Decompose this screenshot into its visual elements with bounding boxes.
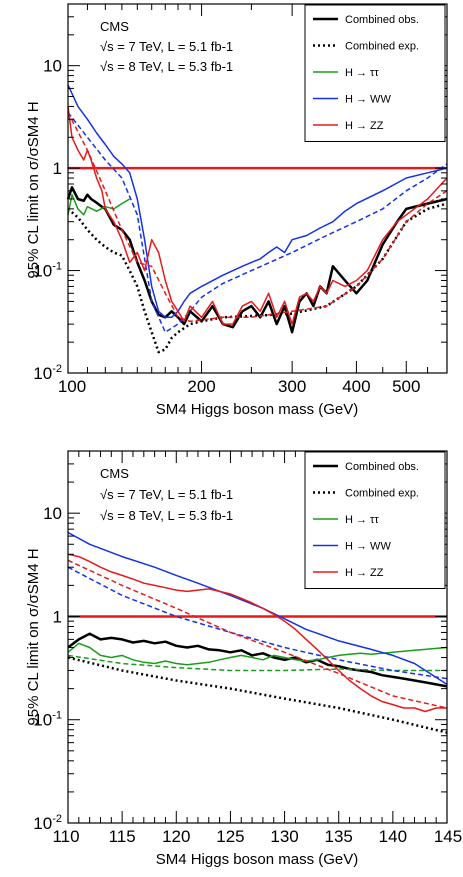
- x-tick-label: 400: [342, 377, 370, 396]
- plot-frame: [67, 450, 448, 824]
- legend-box: [304, 451, 446, 589]
- legend: Combined obs. Combined exp. H → ττ H → WW H …: [304, 4, 446, 142]
- series-line-1: [67, 202, 448, 354]
- series-group: [67, 531, 448, 734]
- series-line-1: [67, 656, 448, 734]
- y-tick-label: 1: [53, 159, 62, 178]
- lumi-line-7tev: √s = 7 TeV, L = 5.1 fb-1: [100, 487, 233, 502]
- series-line-2: [67, 193, 131, 216]
- series-line-5: [67, 106, 448, 325]
- plot-area: [66, 3, 448, 374]
- x-tick-label: 145: [434, 827, 462, 846]
- y-tick-label: 10: [43, 57, 62, 76]
- x-tick-labels: 100 200 300 400 500: [58, 377, 421, 396]
- series-line-0: [67, 632, 448, 688]
- series-line-3: [67, 654, 447, 672]
- series-line-6: [67, 553, 447, 713]
- x-tick-label: 120: [162, 827, 190, 846]
- y-axis-label: 95% CL limit on σ/σSM4 H: [25, 548, 42, 725]
- x-tick-label: 200: [187, 377, 215, 396]
- x-tick-label: 140: [379, 827, 407, 846]
- legend-label: H → ZZ: [345, 120, 384, 132]
- x-tick-label: 125: [216, 827, 244, 846]
- x-tick-label: 110: [52, 827, 79, 846]
- cms-label: CMS: [100, 19, 129, 34]
- legend-label: Combined exp.: [345, 488, 419, 500]
- cms-label: CMS: [100, 466, 129, 481]
- x-tick-labels: 110 115 120 125 130 135 140 145: [52, 827, 462, 846]
- lumi-line-8tev: √s = 8 TeV, L = 5.3 fb-1: [100, 508, 233, 523]
- x-tick-label: 100: [58, 377, 86, 396]
- legend-label: Combined obs.: [345, 14, 419, 26]
- y-tick-label: 10: [43, 504, 62, 523]
- series-group: [66, 84, 448, 354]
- legend-label: H → WW: [345, 541, 391, 553]
- y-axis-label: 95% CL limit on σ/σSM4 H: [25, 101, 42, 278]
- legend-label: Combined exp.: [345, 41, 419, 53]
- x-tick-label: 500: [392, 377, 420, 396]
- series-line-4: [67, 111, 448, 333]
- legend-label: H → ττ: [345, 514, 379, 526]
- legend-label: H → ZZ: [345, 567, 384, 579]
- legend: Combined obs. Combined exp. H → ττ H → WW H …: [304, 451, 446, 589]
- plot-frame: [67, 3, 448, 374]
- series-line-6: [67, 112, 448, 323]
- y-tick-label: 1: [53, 607, 62, 626]
- series-line-3: [67, 84, 448, 319]
- lumi-line-8tev: √s = 8 TeV, L = 5.3 fb-1: [100, 59, 233, 74]
- x-axis-label: SM4 Higgs boson mass (GeV): [156, 401, 359, 418]
- x-axis-label: SM4 Higgs boson mass (GeV): [156, 851, 359, 868]
- x-tick-label: 300: [278, 377, 306, 396]
- x-tick-label: 135: [325, 827, 353, 846]
- x-tick-label: 115: [109, 827, 136, 846]
- x-tick-label: 130: [270, 827, 298, 846]
- legend-label: H → WW: [345, 94, 391, 106]
- legend-label: Combined obs.: [345, 461, 419, 473]
- series-line-5: [67, 566, 448, 680]
- lumi-line-7tev: √s = 7 TeV, L = 5.1 fb-1: [100, 39, 233, 54]
- legend-box: [304, 4, 446, 142]
- legend-label: H → ττ: [345, 67, 379, 79]
